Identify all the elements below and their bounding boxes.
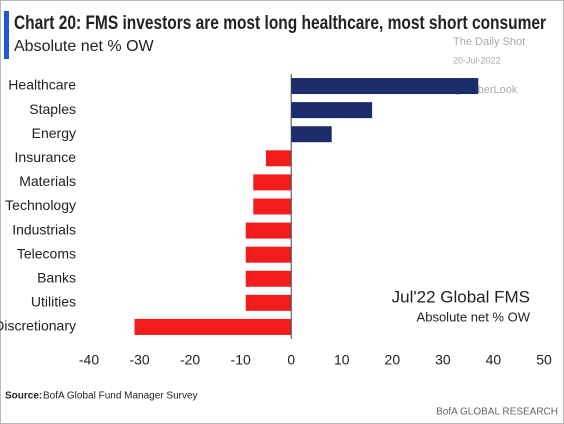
annotation: Jul'22 Global FMS bbox=[392, 287, 530, 306]
y-tick-label: Insurance bbox=[15, 149, 77, 165]
bar bbox=[245, 246, 292, 263]
y-tick-label: Healthcare bbox=[8, 77, 76, 93]
x-tick-label: 10 bbox=[334, 352, 350, 368]
y-tick-label: Banks bbox=[37, 269, 76, 285]
x-tick-label: -40 bbox=[79, 352, 99, 368]
bar bbox=[245, 222, 292, 239]
y-tick-label: Discretionary bbox=[0, 318, 76, 334]
footer: BofA GLOBAL RESEARCH bbox=[436, 407, 558, 418]
annotation: Absolute net % OW bbox=[417, 309, 531, 324]
y-tick-label: Materials bbox=[19, 173, 76, 189]
x-tick-label: 20 bbox=[385, 352, 401, 368]
x-tick-label: 30 bbox=[435, 352, 451, 368]
source-label: Source: bbox=[5, 391, 42, 402]
x-tick-label: 40 bbox=[486, 352, 502, 368]
bar bbox=[265, 150, 292, 167]
watermark: 20-Jul-2022 bbox=[453, 55, 501, 65]
bar bbox=[291, 126, 332, 143]
x-tick-label: -20 bbox=[180, 352, 200, 368]
x-tick-label: 0 bbox=[287, 352, 295, 368]
watermark: The Daily Shot bbox=[453, 36, 525, 48]
bar bbox=[291, 78, 479, 95]
y-tick-label: Technology bbox=[5, 197, 76, 213]
chart-subtitle: Absolute net % OW bbox=[14, 38, 155, 55]
x-tick-label: 50 bbox=[536, 352, 552, 368]
bar bbox=[253, 198, 292, 215]
chart-title: Chart 20: FMS investors are most long he… bbox=[14, 13, 546, 34]
bar bbox=[245, 270, 292, 287]
y-tick-label: Staples bbox=[29, 101, 76, 117]
y-tick-label: Utilities bbox=[31, 294, 76, 310]
y-tick-label: Industrials bbox=[12, 221, 76, 237]
y-tick-label: Energy bbox=[32, 125, 76, 141]
title-accent bbox=[4, 11, 9, 59]
bar bbox=[245, 294, 292, 311]
bar bbox=[253, 174, 292, 191]
y-tick-label: Telecoms bbox=[17, 245, 76, 261]
bar bbox=[134, 318, 292, 335]
bar bbox=[291, 102, 373, 119]
x-tick-label: -10 bbox=[231, 352, 251, 368]
x-tick-label: -30 bbox=[129, 352, 149, 368]
source: BofA Global Fund Manager Survey bbox=[43, 391, 198, 402]
